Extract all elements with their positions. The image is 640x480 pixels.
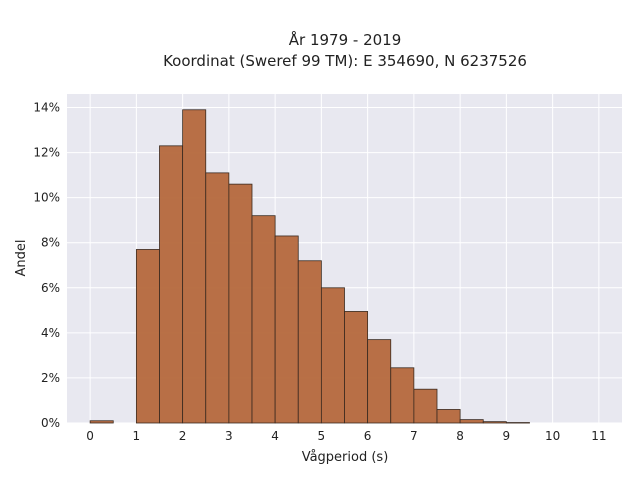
x-tick-label: 2 [179,429,187,443]
histogram-bar [482,421,507,424]
chart-subtitle: Koordinat (Sweref 99 TM): E 354690, N 62… [163,52,527,70]
histogram-bar [205,172,230,424]
bars [89,109,530,424]
y-tick-label: 12% [33,146,60,160]
x-tick-label: 8 [456,429,464,443]
x-tick-label: 5 [318,429,326,443]
histogram-bar [297,260,322,424]
x-axis-label: Vågperiod (s) [302,450,389,465]
x-tick-label: 7 [410,429,418,443]
y-tick-label: 6% [41,281,60,295]
histogram-bar [367,339,392,424]
x-tick-label: 6 [364,429,372,443]
x-axis-ticks: 0 1 2 3 4 5 6 7 8 9 10 11 [86,429,606,443]
histogram-bar [182,109,207,424]
histogram-bar [135,249,160,424]
chart-title: År 1979 - 2019 [289,30,402,49]
y-tick-label: 2% [41,371,60,385]
y-axis-label: Andel [14,240,29,277]
histogram-bar [159,145,184,424]
y-tick-label: 10% [33,191,60,205]
y-tick-label: 4% [41,326,60,340]
histogram-bar [320,287,345,424]
histogram-bar [459,419,484,424]
histogram-bar [251,215,276,424]
histogram-bar [413,388,438,424]
x-tick-label: 4 [271,429,279,443]
x-tick-label: 3 [225,429,233,443]
histogram-bar [436,409,461,424]
histogram-bar [390,367,415,424]
histogram-bar [89,420,114,424]
x-tick-label: 11 [591,429,606,443]
x-tick-label: 10 [545,429,560,443]
x-tick-label: 0 [86,429,94,443]
y-tick-label: 0% [41,416,60,430]
histogram-bar [274,235,299,424]
y-tick-label: 8% [41,236,60,250]
x-tick-label: 1 [133,429,141,443]
y-axis-ticks: 0% 2% 4% 6% 8% 10% 12% 14% [33,101,60,430]
x-tick-label: 9 [503,429,511,443]
histogram-bar [505,422,530,424]
histogram-bar [344,311,369,424]
histogram-bar [228,183,253,424]
y-tick-label: 14% [33,101,60,115]
